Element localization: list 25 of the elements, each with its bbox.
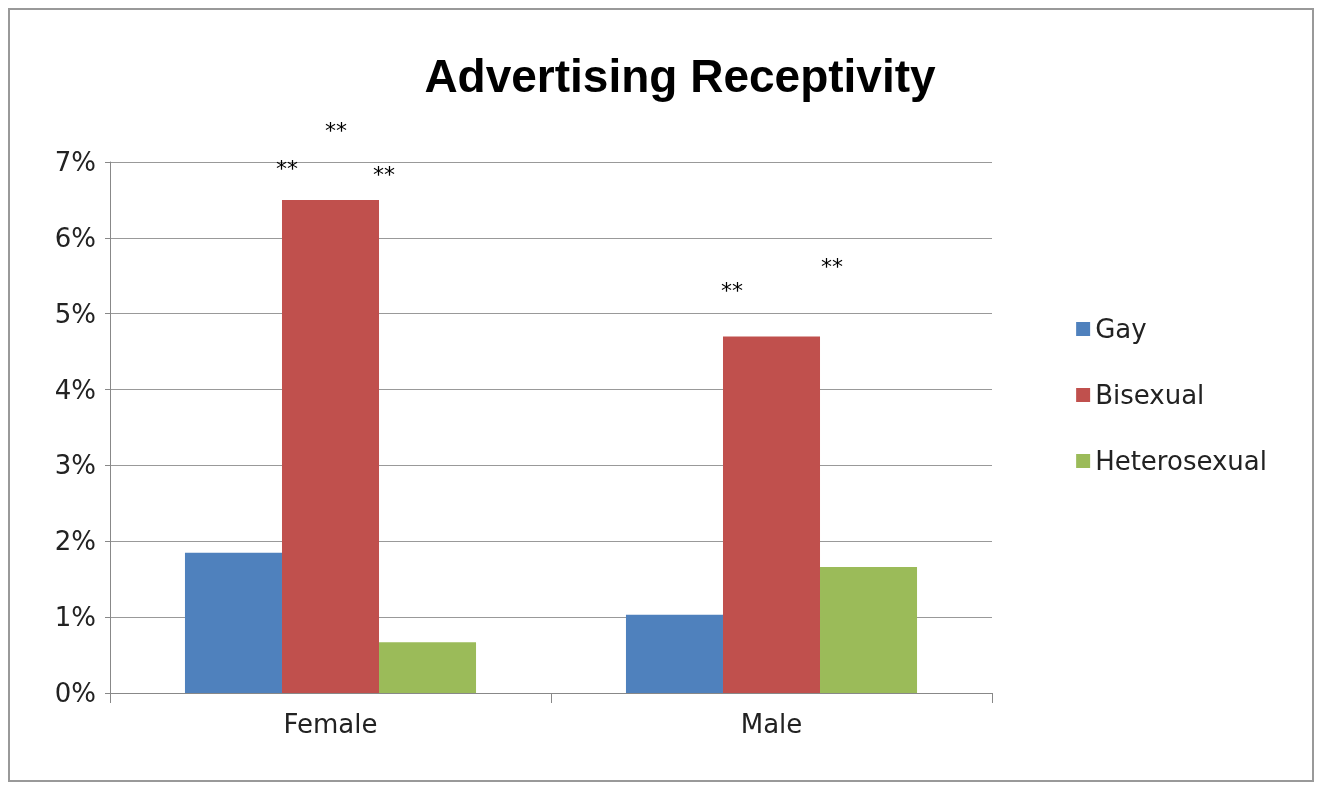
y-tick-label: 3% [54, 450, 96, 481]
bar [184, 552, 282, 693]
bar [820, 567, 918, 693]
annotation: ** [721, 277, 743, 303]
y-tick-label: 2% [54, 526, 96, 557]
bar [379, 642, 477, 693]
bar [281, 199, 380, 693]
y-tick-label: 6% [54, 222, 96, 253]
bar [722, 336, 821, 693]
y-tick-label: 7% [54, 147, 96, 177]
legend-label: Gay [1095, 314, 1147, 344]
legend-label: Bisexual [1095, 380, 1205, 410]
y-tick-label: 4% [54, 374, 96, 405]
y-tick-label: 5% [54, 298, 96, 329]
annotation: ** [373, 161, 395, 187]
y-tick-label: 1% [54, 602, 96, 633]
annotation: ** [276, 155, 298, 181]
y-tick-label: 0% [54, 678, 96, 708]
bar [625, 614, 723, 693]
chart-title: Advertising Receptivity [424, 50, 937, 102]
x-tick-label: Male [740, 709, 803, 739]
text: ** [325, 117, 347, 143]
x-tick-label: Female [283, 709, 378, 739]
annotation: ** [821, 253, 843, 279]
legend-label: Heterosexual [1095, 446, 1268, 476]
